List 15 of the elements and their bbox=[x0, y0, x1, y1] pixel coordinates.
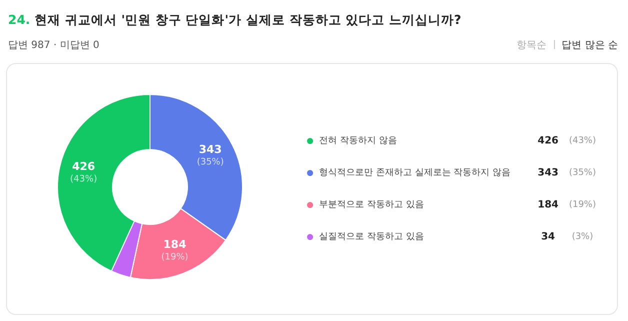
chart-title: 24. 현재 귀교에서 '민원 창구 단일화'가 실제로 작동하고 있다고 느끼십니까? bbox=[8, 12, 462, 27]
legend-label: 전혀 작동하지 않음 bbox=[319, 136, 397, 146]
text: 426 (43%) bbox=[538, 136, 596, 146]
data-label: 184 (19%) bbox=[161, 238, 188, 262]
text: 343 (35%) bbox=[538, 168, 596, 178]
text: 답변 많은 순 bbox=[562, 40, 618, 51]
legend-label: 부분적으로 작동하고 있음 bbox=[319, 200, 424, 210]
data-label: 343 (35%) bbox=[196, 143, 224, 168]
chart-subtitle: 답변 987 · 미답변 0 bbox=[8, 39, 100, 52]
text: 항목순 bbox=[516, 40, 547, 51]
legend-label: 형식적으로만 존재하고 실제로는 작동하지 않음 bbox=[319, 168, 511, 178]
legend-label: 실질적으로 작동하고 있음 bbox=[319, 232, 424, 242]
text: 34 (3%) bbox=[541, 232, 594, 242]
text: 184 (19%) bbox=[538, 200, 596, 210]
data-label: 426 (43%) bbox=[70, 160, 98, 184]
